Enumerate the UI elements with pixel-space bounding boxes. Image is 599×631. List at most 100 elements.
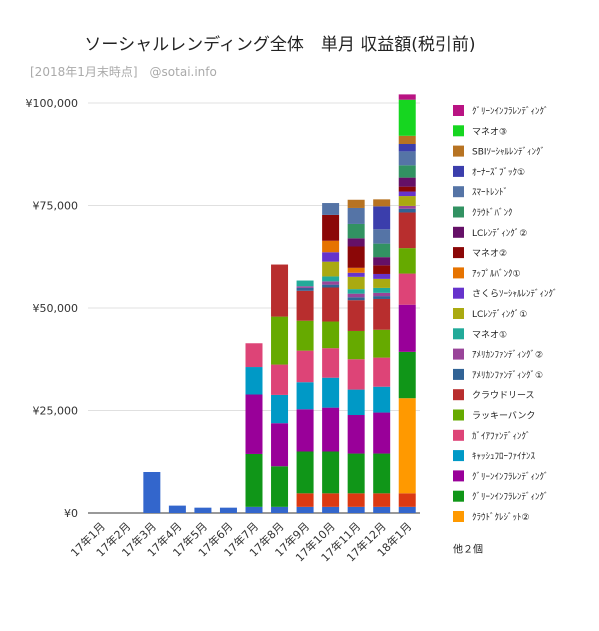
bar-segment xyxy=(347,238,365,247)
bar-segment xyxy=(347,289,365,294)
bar-segment xyxy=(373,412,391,454)
bar-segment xyxy=(347,506,365,513)
bar-segment xyxy=(398,94,416,100)
legend-label: ｱﾒﾘｶﾝﾌｧﾝﾃﾞｨﾝｸﾞ② xyxy=(472,350,543,361)
legend-label: マネオ② xyxy=(472,248,507,259)
legend-label: ｸﾞﾘｰﾝｲﾝﾌﾗﾚﾝﾃﾞｨﾝｸﾞ xyxy=(472,471,549,482)
bar-segment xyxy=(398,99,416,136)
bar-segment xyxy=(398,135,416,144)
bar-segment xyxy=(398,351,416,399)
bar-segment xyxy=(373,273,391,279)
y-tick-label: ¥50,000 xyxy=(33,302,79,315)
bar-segment xyxy=(398,304,416,352)
bar-segment xyxy=(373,493,391,507)
legend: ｸﾞﾘｰﾝｲﾝﾌﾗﾚﾝﾃﾞｨﾝｸﾞ マネオ③ SBIｿｰｼｬﾙﾚﾝﾃﾞｨﾝｸﾞ ｵｰﾅ… xyxy=(453,105,558,555)
bar-segment xyxy=(347,415,365,454)
bar-segment xyxy=(398,191,416,197)
bar-segment xyxy=(296,409,314,452)
bar-segment xyxy=(373,506,391,513)
bar-segment xyxy=(347,453,365,494)
legend-swatch xyxy=(453,348,464,360)
bar-segment xyxy=(322,252,340,262)
bar-segment xyxy=(347,359,365,390)
legend-label: ｶﾞｲｱﾌｧﾝﾃﾞｨﾝｸﾞ xyxy=(472,431,531,442)
legend-swatch xyxy=(453,450,464,462)
y-tick-label: ¥0 xyxy=(64,507,78,520)
legend-swatch xyxy=(453,165,464,177)
bar-segment xyxy=(373,199,391,207)
legend-swatch xyxy=(453,105,464,116)
bar-segment xyxy=(322,261,340,277)
legend-label: SBIｿｰｼｬﾙﾚﾝﾃﾞｨﾝｸﾞ xyxy=(472,147,545,158)
bar-segment xyxy=(296,287,314,291)
bar-segment xyxy=(398,398,416,494)
bar-segment xyxy=(398,177,416,187)
legend-label: ラッキーバンク xyxy=(472,411,535,422)
bar-segment xyxy=(296,493,314,507)
bar-segment xyxy=(347,276,365,290)
bar-segment xyxy=(347,267,365,273)
legend-swatch xyxy=(453,511,464,522)
legend-label: ｸﾞﾘｰﾝｲﾝﾌﾗﾚﾝﾃﾞｨﾝｸﾞ xyxy=(472,106,549,117)
bar-segment xyxy=(373,453,391,494)
legend-swatch xyxy=(453,226,464,238)
legend-swatch xyxy=(453,287,464,299)
bar-segment xyxy=(373,243,391,258)
bar-segment xyxy=(322,284,340,288)
legend-label: ｸﾗｳﾄﾞﾊﾞﾝｸ xyxy=(472,208,513,219)
bar-segment xyxy=(322,321,340,349)
legend-more-label: 他２個 xyxy=(453,542,483,555)
bar-segment xyxy=(398,151,416,166)
bar-segment xyxy=(322,276,340,282)
bar-segment xyxy=(347,223,365,239)
bar-segment xyxy=(373,257,391,266)
legend-swatch xyxy=(453,308,464,319)
bar-segment xyxy=(373,298,391,330)
bar-segment xyxy=(296,451,314,494)
legend-label: さくらｿｰｼｬﾙﾚﾝﾃﾞｨﾝｸﾞ xyxy=(472,289,558,300)
bar-segment xyxy=(347,300,365,331)
bar-segment xyxy=(245,394,263,454)
legend-label: マネオ③ xyxy=(472,126,507,137)
bar-segment xyxy=(168,505,186,513)
bar-segment xyxy=(347,293,365,298)
bar-segment xyxy=(296,350,314,383)
bar-segment xyxy=(398,205,416,209)
bar-segment xyxy=(398,273,416,305)
bar-segment xyxy=(398,144,416,152)
legend-swatch xyxy=(453,267,464,279)
legend-swatch xyxy=(453,409,464,421)
bars xyxy=(143,94,416,513)
legend-label: ｽﾏｰﾄﾚﾝﾄﾞ xyxy=(472,187,508,198)
bar-segment xyxy=(347,330,365,360)
legend-label: ｱｯﾌﾟﾙﾊﾞﾝｸ① xyxy=(472,268,521,279)
legend-swatch xyxy=(453,368,464,380)
bar-segment xyxy=(398,212,416,249)
bar-segment xyxy=(373,265,391,274)
bar-segment xyxy=(296,382,314,410)
legend-label: ｸﾞﾘｰﾝｲﾝﾌﾗﾚﾝﾃﾞｨﾝｸﾞ xyxy=(472,492,549,503)
bar-segment xyxy=(398,493,416,507)
bar-segment xyxy=(347,246,365,268)
bar-segment xyxy=(296,290,314,321)
chart-title: ソーシャルレンディング全体 単月 収益額(税引前) xyxy=(84,35,476,55)
bar-segment xyxy=(322,281,340,285)
bar-segment xyxy=(347,207,365,224)
legend-label: ｵｰﾅｰｽﾞﾌﾞｯｸ① xyxy=(472,167,525,178)
bar-segment xyxy=(398,208,416,213)
legend-swatch xyxy=(453,125,464,137)
x-axis: 17年1月17年2月17年3月17年4月17年5月17年6月17年7月17年8月… xyxy=(68,519,415,564)
y-tick-label: ¥100,000 xyxy=(26,97,79,110)
bar-segment xyxy=(322,377,340,408)
bar-segment xyxy=(322,451,340,494)
bar-segment xyxy=(398,196,416,206)
bar-segment xyxy=(296,286,314,288)
bar-segment xyxy=(322,287,340,322)
bar-segment xyxy=(398,186,416,192)
y-tick-label: ¥75,000 xyxy=(33,200,79,213)
legend-swatch xyxy=(453,389,464,401)
bar-segment xyxy=(373,357,391,387)
bar-segment xyxy=(143,472,161,513)
legend-swatch xyxy=(453,429,464,441)
